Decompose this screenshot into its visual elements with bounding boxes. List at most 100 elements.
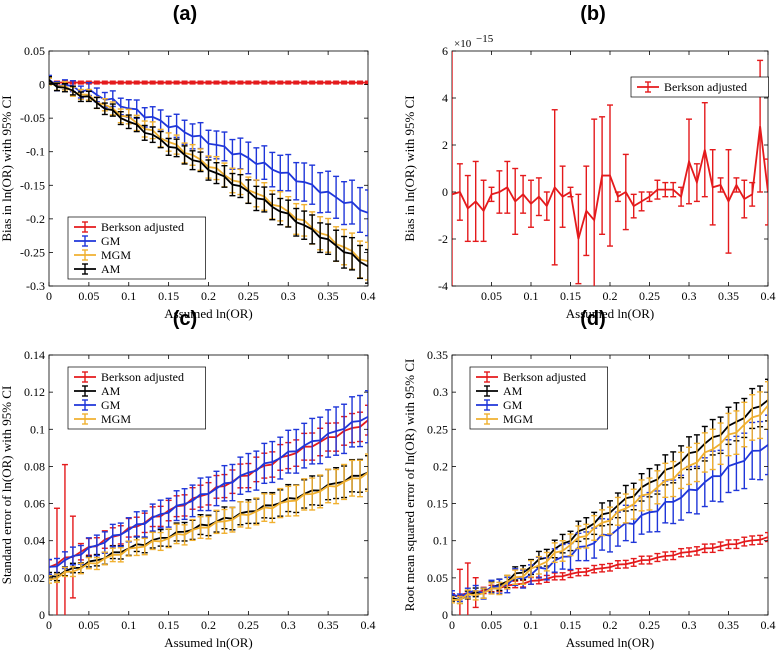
plot-area — [49, 390, 368, 615]
legend-label: Berkson adjusted — [503, 370, 586, 384]
y-tick-label: -0.25 — [20, 245, 45, 259]
x-tick-label: 0.35 — [318, 618, 339, 632]
legend-entry: AM — [476, 384, 523, 398]
legend-entry: GM — [74, 234, 121, 248]
x-tick-label: 0.25 — [238, 618, 259, 632]
series-am — [49, 75, 368, 284]
x-tick-label: 0.35 — [318, 289, 339, 303]
y-tick-label: 0.25 — [427, 422, 448, 436]
panel-c: (c) 0 0.05 0.1 0.15 0.2 0.25 0.3 0.35 0.4 0 0.02 0.0… — [0, 308, 376, 650]
series-line — [49, 415, 368, 568]
legend-entry: Berkson adjusted — [637, 80, 747, 94]
x-tick-label: 0 — [449, 618, 455, 632]
series-line — [452, 126, 768, 240]
x-tick-label: 0.2 — [201, 618, 216, 632]
panel-label: (c) — [173, 308, 197, 330]
y-axis-label: Root mean squared error of ln(OR) with 9… — [402, 359, 417, 612]
series-line — [452, 444, 768, 599]
panel-b: (b) 0.05 0.1 0.15 0.2 0.25 0.3 0.35 0.4 -4 -2 0 2 4 6 ×… — [402, 3, 776, 321]
legend-label: GM — [503, 398, 523, 412]
x-tick-label: 0.25 — [639, 618, 660, 632]
x-tick-label: 0.05 — [78, 289, 99, 303]
y-tick-label: -0.1 — [26, 145, 45, 159]
legend-entry: MGM — [74, 412, 131, 426]
y-tick-label: 0.08 — [24, 459, 45, 473]
x-tick-label: 0.4 — [361, 289, 376, 303]
legend-entry: Berkson adjusted — [74, 220, 184, 234]
x-tick-label: 0.3 — [281, 618, 296, 632]
y-tick-label: 0 — [442, 185, 448, 199]
legend-label: AM — [101, 262, 121, 276]
x-tick-label: 0.35 — [718, 618, 739, 632]
x-tick-label: 0.4 — [361, 618, 376, 632]
x-tick-label: 0.15 — [560, 618, 581, 632]
y-tick-label: -2 — [438, 232, 448, 246]
y-tick-label: 0 — [442, 608, 448, 622]
x-tick-label: 0 — [46, 289, 52, 303]
x-tick-label: 0.35 — [718, 289, 739, 303]
legend-entry: MGM — [74, 248, 131, 262]
y-tick-label: -0.3 — [26, 279, 45, 293]
legend-entry: GM — [476, 398, 523, 412]
y-exponent: −15 — [476, 33, 494, 45]
y-axis-label: Bias in ln(OR) with 95% CI — [402, 95, 417, 241]
legend-entry: Berkson adjusted — [476, 370, 586, 384]
x-tick-label: 0.1 — [524, 618, 539, 632]
y-tick-label: 0.3 — [433, 385, 448, 399]
x-axis-label: Assumed ln(OR) — [164, 635, 252, 650]
x-tick-label: 0.1 — [121, 618, 136, 632]
panel-label: (d) — [580, 308, 606, 330]
y-tick-label: 0.06 — [24, 497, 45, 511]
x-tick-label: 0.1 — [524, 289, 539, 303]
y-tick-label: -4 — [438, 279, 448, 293]
y-tick-label: 2 — [442, 138, 448, 152]
x-tick-label: 0.05 — [481, 618, 502, 632]
legend-label: GM — [101, 398, 121, 412]
y-multiplier: ×10 — [454, 38, 472, 50]
legend-label: Berkson adjusted — [664, 80, 747, 94]
y-tick-label: 0.02 — [24, 571, 45, 585]
x-axis-label: Assumed ln(OR) — [566, 635, 654, 650]
x-tick-label: 0.4 — [761, 618, 776, 632]
legend-label: MGM — [101, 412, 131, 426]
y-tick-label: -0.15 — [20, 178, 45, 192]
legend-label: AM — [101, 384, 121, 398]
y-tick-label: 0.1 — [30, 422, 45, 436]
x-tick-label: 0.1 — [121, 289, 136, 303]
legend-label: AM — [503, 384, 523, 398]
y-axis-label: Bias in ln(OR) with 95% CI — [0, 95, 14, 241]
y-tick-label: 0 — [39, 78, 45, 92]
x-tick-label: 0.05 — [78, 618, 99, 632]
x-tick-label: 0.25 — [238, 289, 259, 303]
legend-label: MGM — [101, 248, 131, 262]
y-tick-label: 0.1 — [433, 534, 448, 548]
y-tick-label: 4 — [442, 91, 448, 105]
series-line — [49, 471, 368, 581]
x-tick-label: 0.2 — [201, 289, 216, 303]
y-tick-label: 0.35 — [427, 348, 448, 362]
x-axis-label: Assumed ln(OR) — [566, 306, 654, 321]
x-tick-label: 0.05 — [481, 289, 502, 303]
x-tick-label: 0.2 — [603, 289, 618, 303]
legend: Berkson adjusted — [630, 76, 769, 98]
y-tick-label: -0.2 — [26, 212, 45, 226]
series-line — [452, 404, 768, 601]
legend-entry: AM — [74, 384, 121, 398]
x-tick-label: 0.3 — [281, 289, 296, 303]
y-tick-label: 0.14 — [24, 348, 45, 362]
panel-label: (b) — [580, 3, 606, 25]
y-tick-label: 0.05 — [24, 44, 45, 58]
x-tick-label: 0.15 — [158, 289, 179, 303]
y-axis-label: Standard error of ln(OR) with 95% CI — [0, 386, 14, 585]
y-tick-label: 0.05 — [427, 571, 448, 585]
x-tick-label: 0.2 — [603, 618, 618, 632]
legend-entry: MGM — [476, 412, 533, 426]
x-tick-label: 0.25 — [639, 289, 660, 303]
series-berkson-adjusted — [49, 80, 368, 85]
x-tick-label: 0.15 — [560, 289, 581, 303]
series-mgm — [49, 453, 368, 584]
